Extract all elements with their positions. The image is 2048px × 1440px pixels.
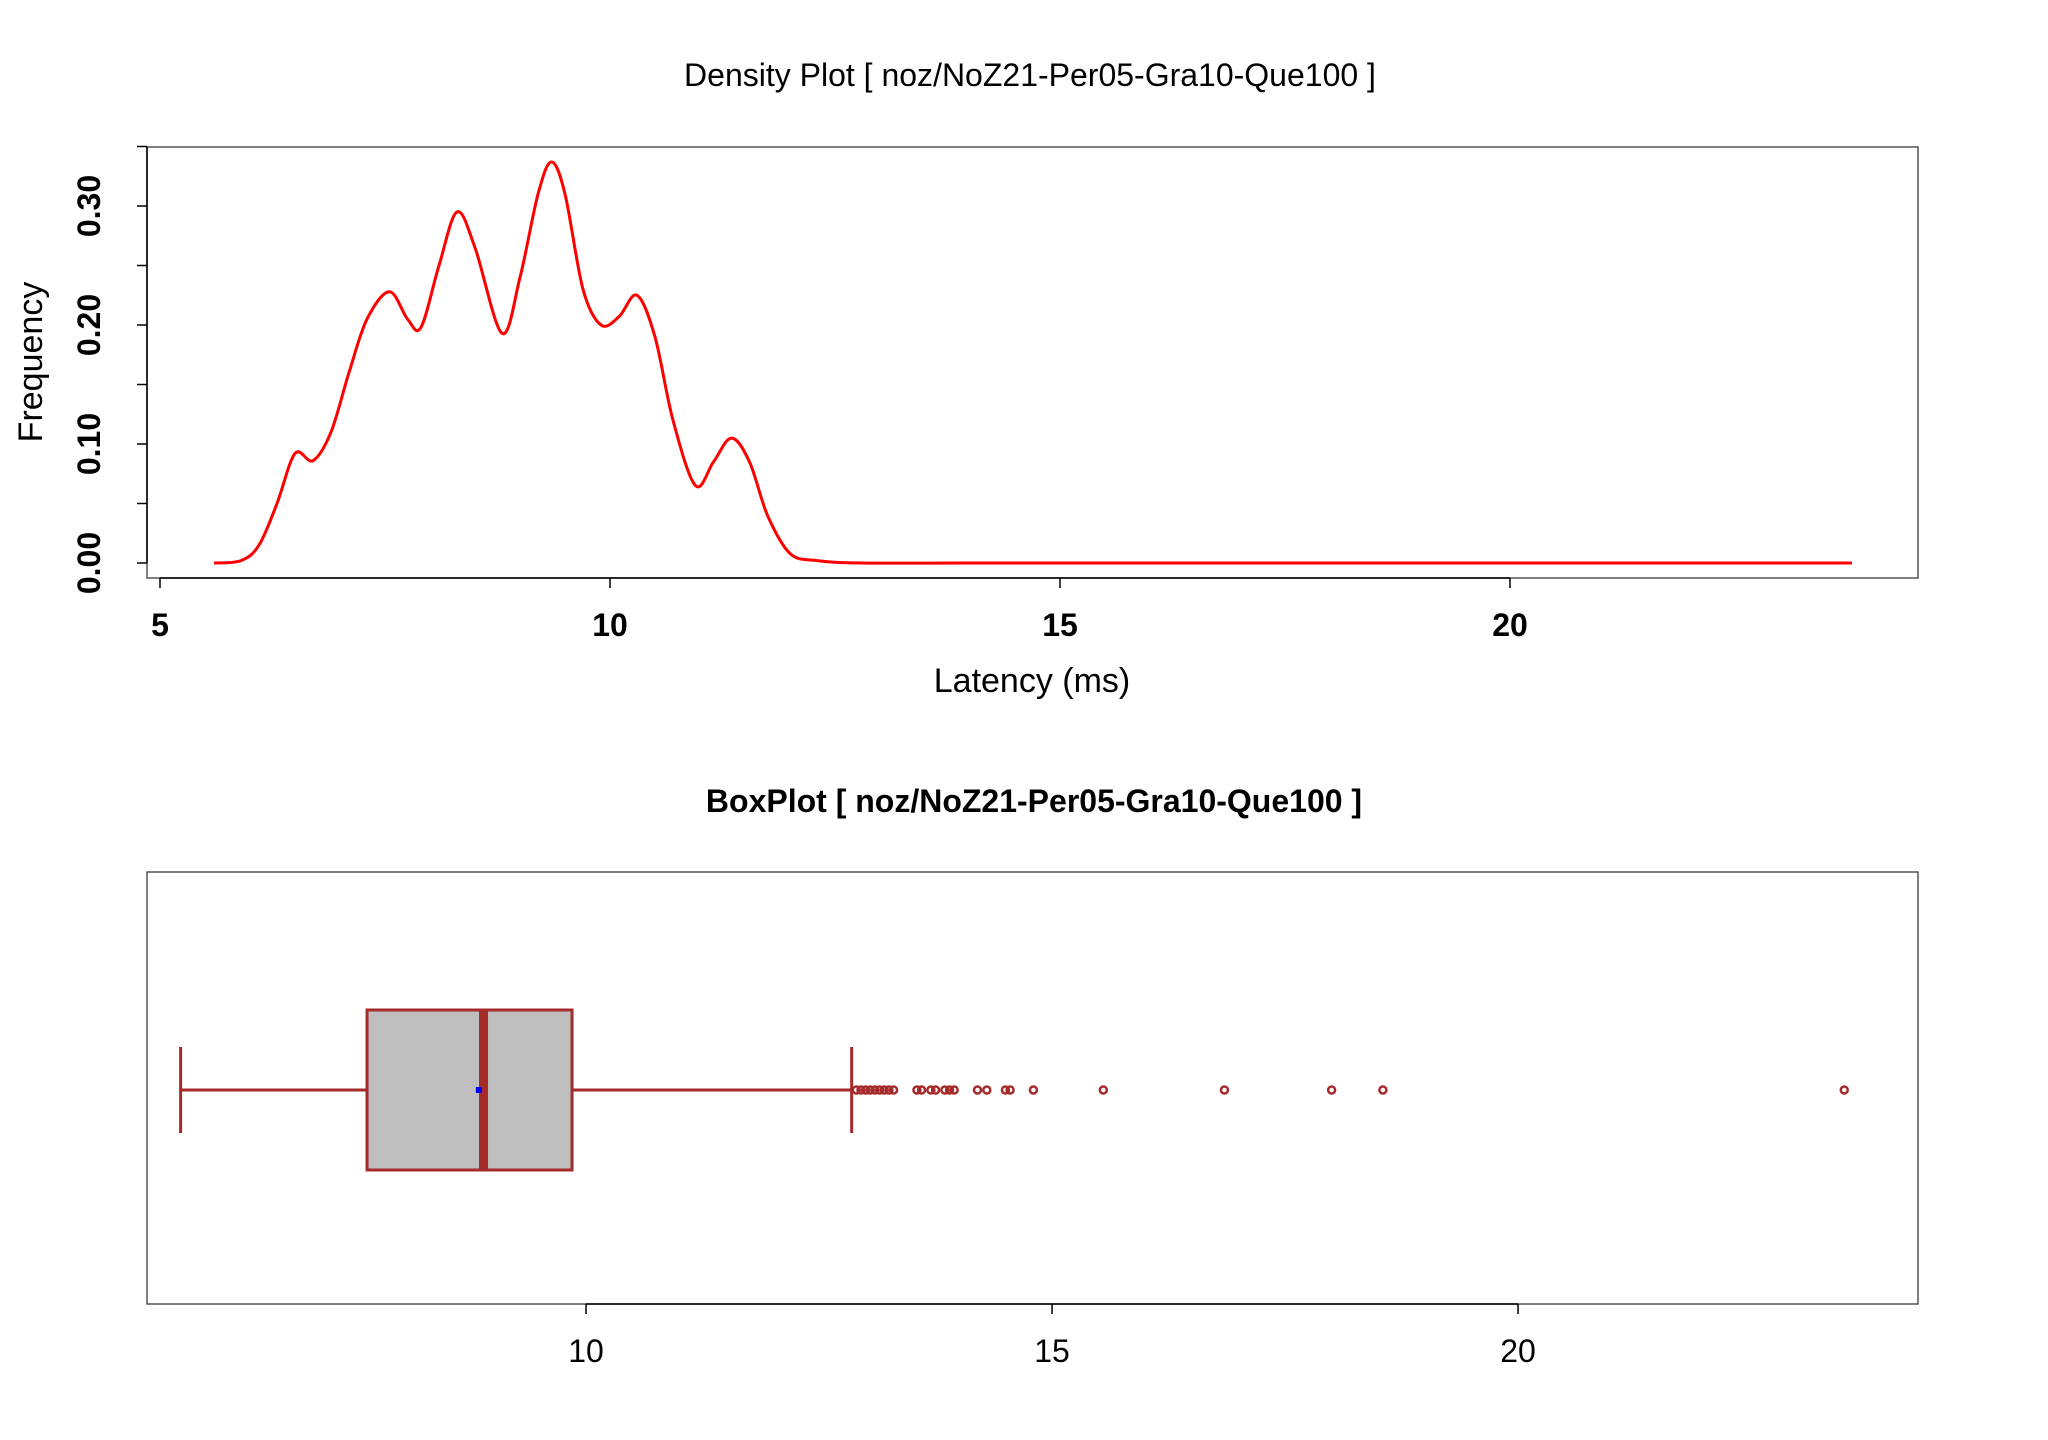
boxplot-outlier (1028, 1085, 1039, 1095)
boxplot-outlier (1219, 1085, 1230, 1095)
density-y-tick-label: 0.10 (71, 413, 107, 475)
boxplot-mean-point (475, 1087, 482, 1093)
boxplot-outlier (860, 1085, 871, 1095)
density-x-tick-label: 15 (1042, 607, 1078, 643)
density-y-axis: 0.00 0.10 0.20 0.30 (71, 145, 148, 594)
boxplot-title: BoxPlot [ noz/NoZ21-Per05-Gra10-Que100 ] (706, 783, 1362, 819)
density-y-tick-label: 0.00 (71, 532, 107, 594)
boxplot-marks (179, 1008, 1849, 1172)
boxplot-outlier (972, 1085, 983, 1095)
boxplot-outlier (888, 1085, 899, 1095)
density-curve (213, 160, 1852, 565)
density-plot: Density Plot [ noz/NoZ21-Per05-Gra10-Que… (12, 57, 1919, 700)
boxplot-outlier (916, 1085, 927, 1095)
boxplot-x-axis: 10 15 20 (568, 1303, 1536, 1369)
boxplot-outlier (856, 1085, 866, 1095)
density-x-tick-label: 10 (592, 607, 628, 643)
boxplot-outlier (851, 1085, 862, 1095)
boxplot-outlier (1326, 1085, 1337, 1095)
boxplot-x-tick-label: 10 (568, 1333, 604, 1369)
boxplot-outlier (1839, 1085, 1849, 1095)
density-y-axis-label: Frequency (12, 282, 50, 443)
boxplot-outlier (884, 1085, 894, 1095)
boxplot-outlier (930, 1085, 941, 1095)
boxplot-outlier (1000, 1085, 1011, 1095)
density-y-tick-label: 0.20 (71, 294, 107, 356)
boxplot-outlier (912, 1085, 922, 1095)
boxplot-outlier (944, 1085, 955, 1095)
boxplot-outlier (870, 1085, 880, 1095)
boxplot-outlier (982, 1085, 992, 1095)
boxplot-outlier (1005, 1085, 1015, 1095)
boxplot-x-tick-label: 20 (1500, 1333, 1536, 1369)
density-title: Density Plot [ noz/NoZ21-Per05-Gra10-Que… (684, 57, 1376, 93)
density-x-tick-label: 5 (151, 607, 169, 643)
boxplot-outlier (940, 1085, 950, 1095)
boxplot-box (365, 1008, 574, 1172)
box-plot: BoxPlot [ noz/NoZ21-Per05-Gra10-Que100 ]… (146, 783, 1919, 1369)
density-x-tick-label: 20 (1492, 607, 1528, 643)
boxplot-x-tick-label: 15 (1034, 1333, 1070, 1369)
boxplot-outlier (949, 1085, 959, 1095)
density-plot-frame (146, 146, 1919, 579)
density-y-tick-label: 0.30 (71, 175, 107, 237)
boxplot-outlier (865, 1085, 876, 1095)
density-x-axis-label: Latency (ms) (934, 662, 1131, 700)
boxplot-outlier (1378, 1085, 1388, 1095)
boxplot-outlier (879, 1085, 890, 1095)
density-x-axis: 5 10 15 20 (151, 577, 1528, 643)
boxplot-outlier (874, 1085, 885, 1095)
boxplot-outlier (926, 1085, 936, 1095)
boxplot-outlier (1098, 1085, 1109, 1095)
